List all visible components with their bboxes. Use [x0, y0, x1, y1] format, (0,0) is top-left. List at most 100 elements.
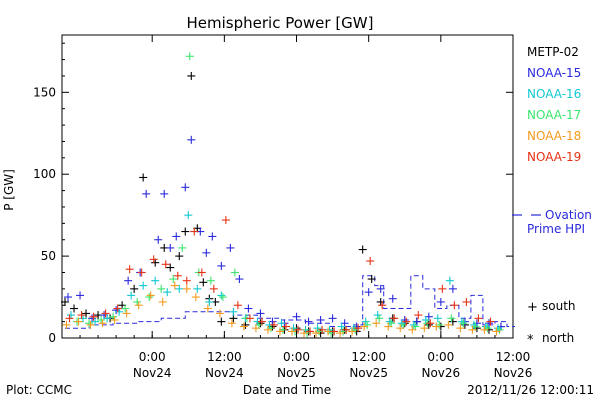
point-noaa-19 — [318, 325, 327, 334]
point-noaa-16 — [493, 324, 502, 333]
point-noaa-15 — [316, 315, 325, 324]
point-noaa-16 — [184, 211, 193, 220]
point-noaa-15 — [226, 243, 235, 252]
point-noaa-17 — [109, 312, 118, 321]
point-noaa-17 — [97, 315, 106, 324]
point-noaa-15 — [292, 312, 301, 321]
point-noaa-15 — [124, 276, 133, 285]
point-noaa-17 — [447, 314, 456, 323]
plot-timestamp: 2012/11/26 12:00:11 — [467, 383, 594, 397]
point-noaa-16 — [151, 276, 160, 285]
x-tick-label-date: Nov24 — [133, 366, 172, 380]
x-tick-label-time: 12:00 — [207, 350, 242, 364]
point-noaa-15 — [388, 294, 397, 303]
point-noaa-17 — [85, 319, 94, 328]
point-noaa-17 — [169, 275, 178, 284]
point-noaa-16 — [229, 307, 238, 316]
point-noaa-15 — [244, 304, 253, 313]
x-tick-label-time: 12:00 — [351, 350, 386, 364]
x-tick-label-time: 0:00 — [139, 350, 166, 364]
point-noaa-15 — [235, 275, 244, 284]
point-noaa-18 — [300, 329, 309, 338]
point-noaa-19 — [390, 314, 399, 323]
point-metp-02 — [82, 309, 91, 318]
point-noaa-16 — [445, 276, 454, 285]
point-noaa-17 — [178, 243, 187, 252]
point-noaa-17 — [145, 293, 154, 302]
ovation-series — [65, 275, 515, 329]
point-noaa-16 — [361, 317, 370, 326]
point-noaa-19 — [209, 284, 218, 293]
point-noaa-15 — [76, 291, 85, 300]
point-noaa-18 — [348, 327, 357, 336]
point-noaa-15 — [376, 284, 385, 293]
point-noaa-19 — [438, 284, 447, 293]
point-noaa-15 — [187, 135, 196, 144]
point-noaa-19 — [294, 325, 303, 334]
point-noaa-18 — [336, 329, 345, 338]
point-noaa-15 — [160, 189, 169, 198]
point-noaa-17 — [157, 284, 166, 293]
point-noaa-18 — [288, 327, 297, 336]
point-noaa-19 — [197, 268, 206, 277]
point-noaa-16 — [481, 322, 490, 331]
point-noaa-16 — [457, 317, 466, 326]
point-noaa-18 — [182, 284, 191, 293]
point-noaa-15 — [364, 288, 373, 297]
point-noaa-19 — [125, 265, 134, 274]
x-tick-label-date: Nov25 — [349, 366, 388, 380]
south-symbol: + — [527, 300, 538, 315]
point-metp-02 — [448, 317, 457, 326]
point-noaa-17 — [459, 319, 468, 328]
point-noaa-19 — [269, 320, 278, 329]
point-noaa-18 — [134, 301, 143, 310]
legend-noaa-19: NOAA-19 — [527, 150, 581, 164]
point-noaa-17 — [121, 304, 130, 313]
point-noaa-19 — [173, 271, 182, 280]
point-noaa-19 — [161, 260, 170, 269]
point-noaa-16 — [469, 320, 478, 329]
point-noaa-19 — [245, 314, 254, 323]
point-noaa-18 — [122, 309, 131, 318]
point-noaa-15 — [217, 261, 226, 270]
legend-noaa-16: NOAA-16 — [527, 87, 581, 101]
x-tick-label-time: 0:00 — [283, 350, 310, 364]
point-noaa-19 — [77, 311, 86, 320]
point-metp-02 — [151, 258, 160, 267]
point-noaa-16 — [217, 291, 226, 300]
point-noaa-16 — [313, 324, 322, 333]
point-metp-02 — [139, 173, 148, 182]
y-axis-label: P [GW] — [2, 169, 16, 211]
point-noaa-16 — [67, 311, 76, 320]
ovation-legend-line1: Ovation — [545, 208, 592, 222]
point-metp-02 — [130, 284, 139, 293]
point-noaa-15 — [304, 317, 313, 326]
point-noaa-18 — [432, 322, 441, 331]
point-noaa-18 — [408, 325, 417, 334]
point-noaa-15 — [448, 284, 457, 293]
point-noaa-15 — [172, 232, 181, 241]
point-metp-02 — [70, 304, 79, 313]
point-noaa-19 — [101, 309, 110, 318]
point-noaa-17 — [218, 293, 227, 302]
ovation-step-line — [65, 275, 515, 329]
point-noaa-18 — [275, 327, 284, 336]
y-tick-label: 0 — [48, 331, 56, 345]
x-tick-label-time: 12:00 — [496, 350, 531, 364]
point-noaa-16 — [301, 325, 310, 334]
legend-metp-02: METP-02 — [527, 45, 579, 59]
point-noaa-16 — [175, 284, 184, 293]
point-noaa-15 — [181, 183, 190, 192]
point-noaa-16 — [91, 317, 100, 326]
point-noaa-18 — [62, 320, 71, 329]
point-noaa-18 — [146, 291, 155, 300]
point-noaa-16 — [205, 297, 214, 306]
point-noaa-16 — [79, 314, 88, 323]
point-noaa-18 — [468, 325, 477, 334]
legend-noaa-15: NOAA-15 — [527, 66, 581, 80]
point-noaa-19 — [182, 276, 191, 285]
legend-noaa-17: NOAA-17 — [527, 108, 581, 122]
point-noaa-18 — [170, 281, 179, 290]
north-label: north — [542, 331, 574, 345]
point-noaa-19 — [137, 268, 146, 277]
